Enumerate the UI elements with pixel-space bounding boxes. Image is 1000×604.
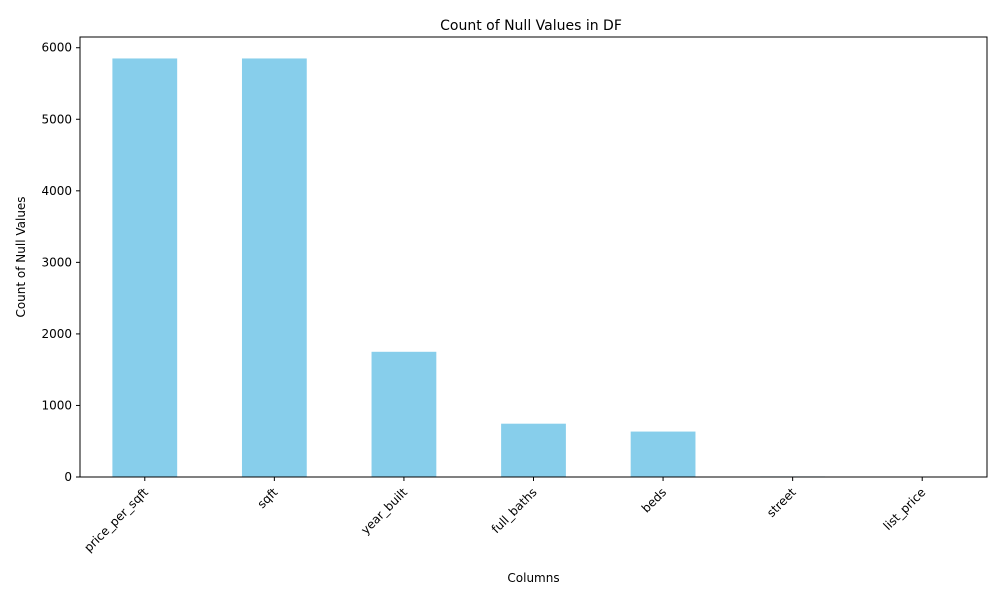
y-axis: 0 1000 2000 3000 4000 5000 6000 [41,41,80,484]
y-tick-label: 1000 [41,398,72,412]
y-axis-label: Count of Null Values [14,196,28,317]
x-tick-label: full_baths [489,485,540,536]
chart-title: Count of Null Values in DF [440,18,622,34]
bar-full_baths [501,424,566,477]
bar-sqft [242,58,307,477]
x-tick-label: sqft [255,485,281,511]
x-tick-label: beds [639,485,669,515]
bar-year_built [372,352,437,477]
y-tick-label: 5000 [41,112,72,126]
y-tick-label: 2000 [41,327,72,341]
x-tick-label: street [764,485,799,520]
bar-price_per_sqft [112,58,177,477]
x-tick-label: list_price [881,485,929,533]
x-axis: price_per_sqft sqft year_built full_baths be… [81,477,928,555]
bars-group [112,58,954,477]
plot-frame [80,37,987,477]
bar-beds [631,432,696,477]
y-tick-label: 4000 [41,184,72,198]
y-tick-label: 0 [64,470,72,484]
y-tick-label: 6000 [41,41,72,55]
x-tick-label: price_per_sqft [81,485,151,555]
x-axis-label: Columns [507,571,559,585]
y-tick-label: 3000 [41,255,72,269]
x-tick-label: year_built [358,485,410,537]
